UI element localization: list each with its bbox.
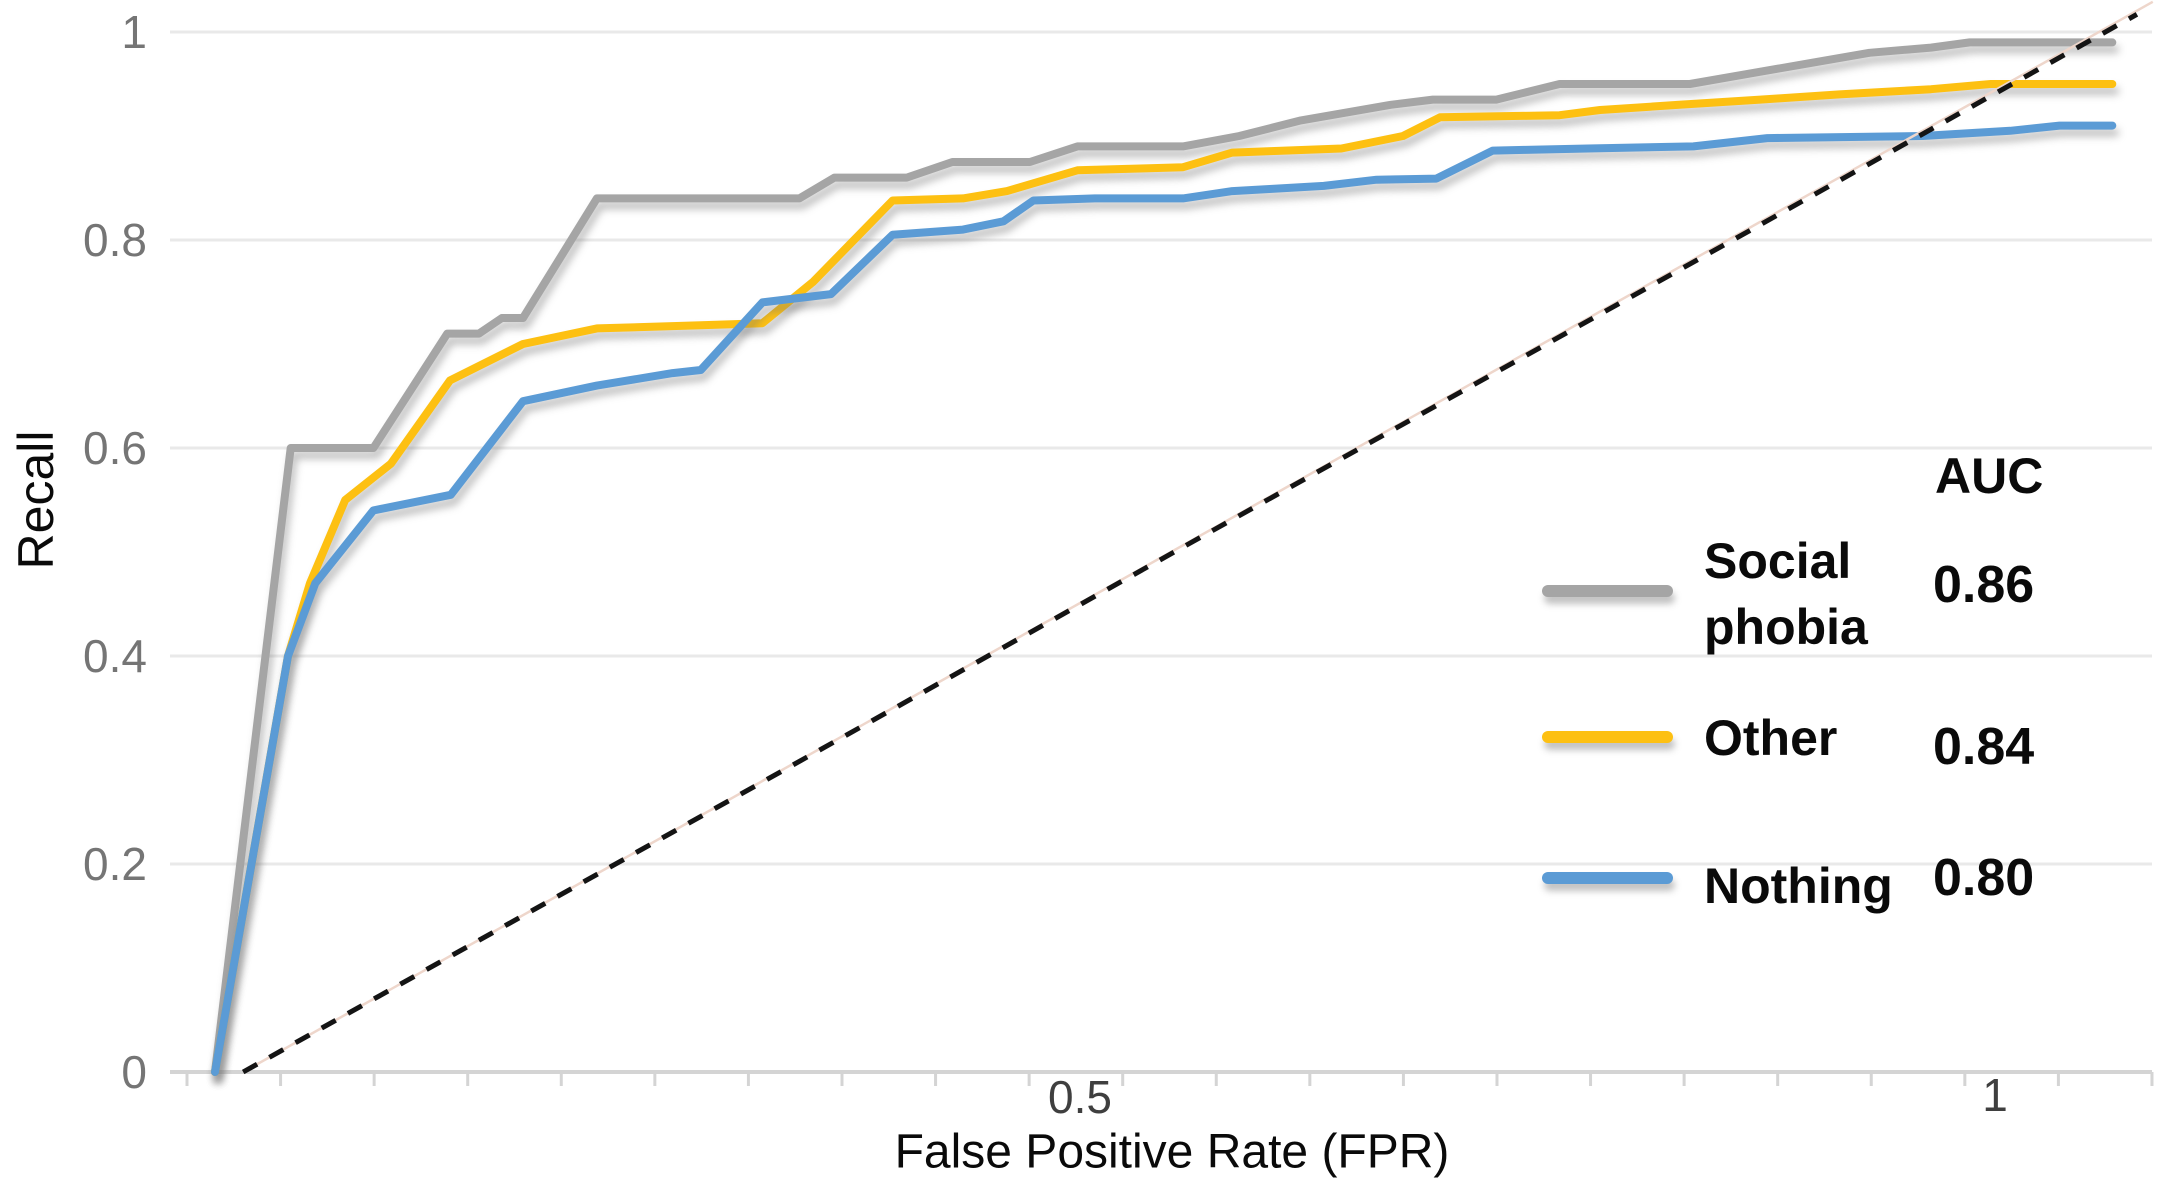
y-axis-title: Recall xyxy=(8,430,64,570)
legend-label-social-phobia: Social phobia xyxy=(1704,528,1868,660)
legend-label-other: Other xyxy=(1704,710,1838,766)
y-tick-0-2: 0.2 xyxy=(83,838,147,890)
legend-swatch-other xyxy=(1542,731,1673,743)
y-tick-0-4: 0.4 xyxy=(83,630,147,682)
y-tick-0-8: 0.8 xyxy=(83,214,147,266)
y-tick-0-6: 0.6 xyxy=(83,422,147,474)
legend-value-nothing: 0.80 xyxy=(1933,849,2035,907)
legend-swatch-social-phobia xyxy=(1542,585,1673,597)
legend-label-social-line2: phobia xyxy=(1704,599,1868,655)
legend-label-social-line1: Social xyxy=(1704,533,1852,589)
legend-swatch-nothing xyxy=(1542,872,1673,884)
legend-value-other: 0.84 xyxy=(1933,718,2035,776)
x-tick-1: 1 xyxy=(1982,1069,2008,1121)
legend-label-nothing: Nothing xyxy=(1704,858,1893,914)
y-tick-1: 1 xyxy=(121,6,147,58)
legend-value-social-phobia: 0.86 xyxy=(1933,556,2035,614)
x-axis-title: False Positive Rate (FPR) xyxy=(894,1125,1450,1179)
y-tick-0: 0 xyxy=(121,1046,147,1098)
legend-auc-header: AUC xyxy=(1935,448,2044,504)
x-tick-0-5: 0.5 xyxy=(1048,1071,1112,1123)
